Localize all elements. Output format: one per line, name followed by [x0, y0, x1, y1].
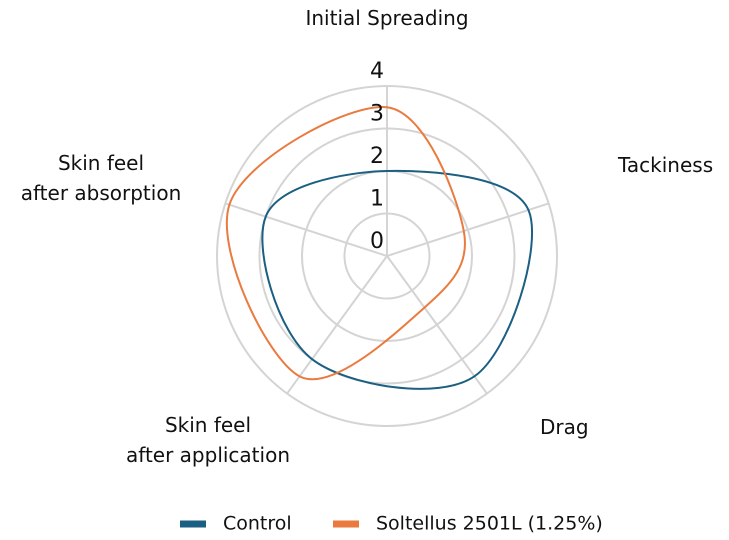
legend-label: Control [223, 513, 292, 535]
spoke [225, 202, 388, 257]
axis-label: Skin feel after application [126, 413, 290, 467]
axis-label: Tackiness [618, 153, 714, 177]
legend-label: Soltellus 2501L (1.25%) [376, 513, 603, 535]
spoke [386, 202, 549, 257]
r-tick-label: 1 [370, 187, 384, 212]
axis-label: Initial Spreading [305, 6, 469, 30]
spoke [286, 255, 388, 395]
axis-label: Drag [540, 415, 589, 439]
series-line [225, 106, 466, 381]
r-tick-label: 3 [370, 102, 384, 127]
axis-label: Skin feel after absorption [20, 151, 182, 205]
series-line [261, 169, 533, 390]
r-tick-label: 2 [370, 144, 384, 169]
spoke [386, 255, 488, 395]
r-tick-label: 0 [370, 229, 384, 254]
r-tick-label: 4 [370, 59, 384, 84]
